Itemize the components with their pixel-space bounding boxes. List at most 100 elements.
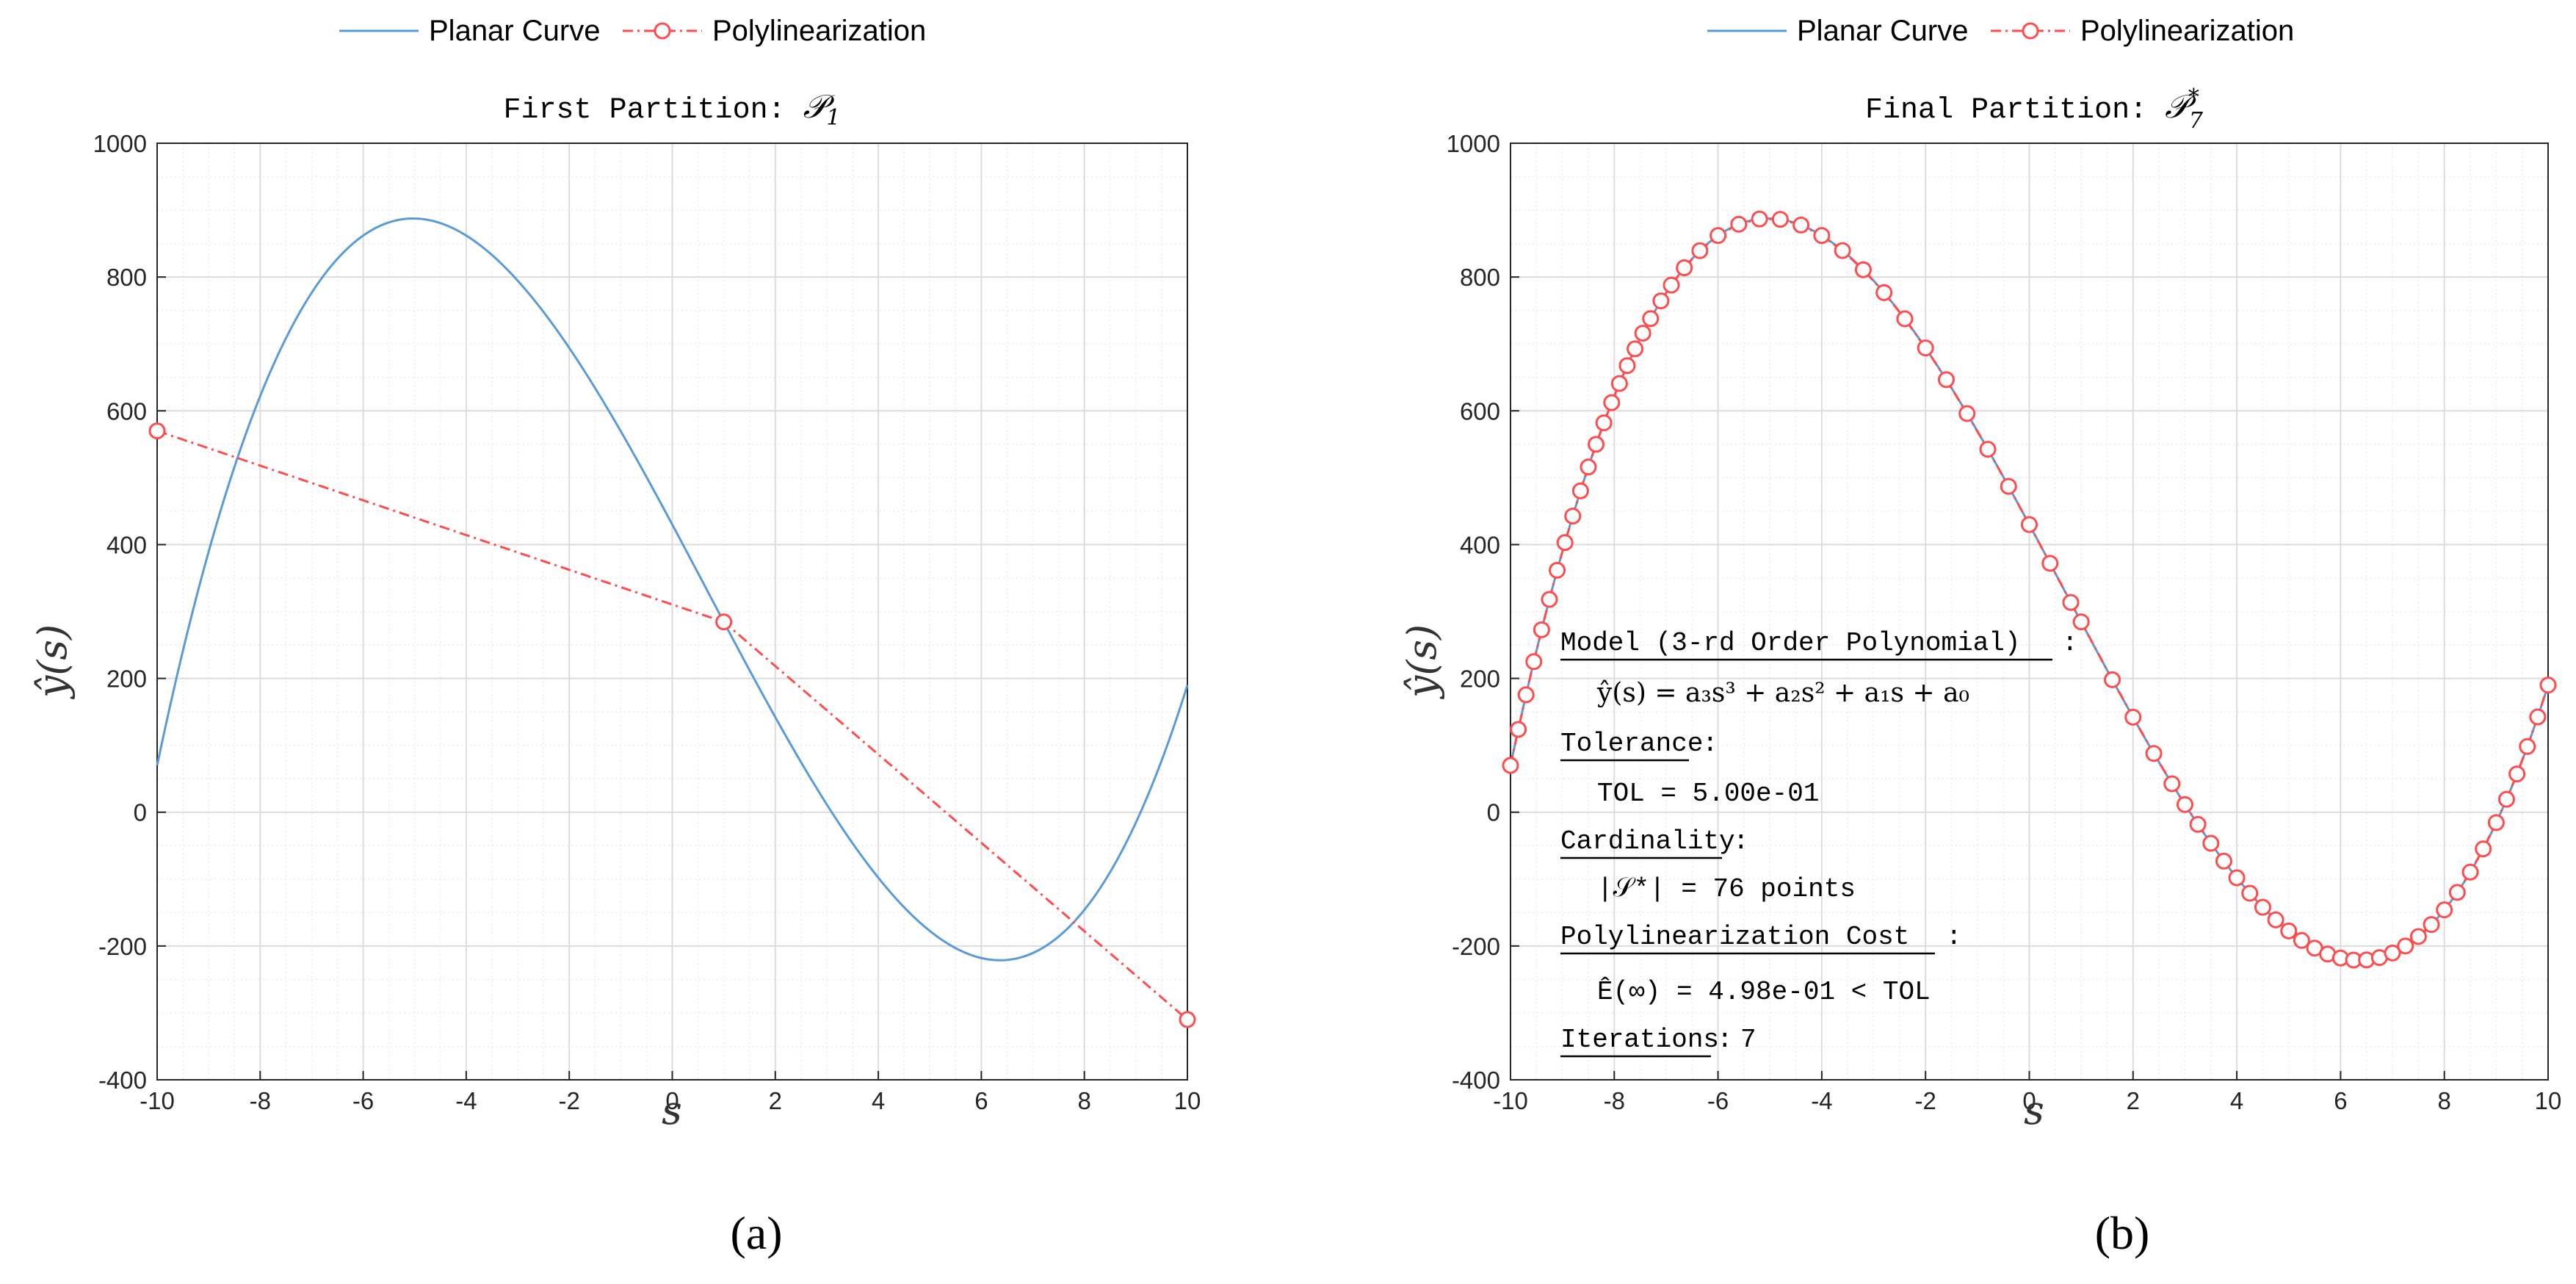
poly-point-b xyxy=(1595,414,1613,432)
poly-point-b xyxy=(1556,534,1574,552)
chart-title-a: First Partition: 𝒫1 xyxy=(504,88,841,131)
poly-point-b xyxy=(2497,790,2515,808)
poly-point-b xyxy=(1771,211,1789,228)
annot-tolerance-label: Tolerance xyxy=(1560,729,1703,759)
poly-point-b xyxy=(1502,757,1519,774)
poly-point-b xyxy=(2124,708,2142,726)
poly-point-b xyxy=(2241,884,2259,902)
legend-label-curve-b: Planar Curve xyxy=(1797,15,1968,47)
poly-point-b xyxy=(1854,261,1872,278)
annot-iterations-colon: : xyxy=(1717,1025,1733,1055)
y-tick-label-b: 0 xyxy=(1487,799,1500,826)
legend-b: Planar Curve Polylinearization xyxy=(1707,15,2294,47)
poly-point-b xyxy=(1533,621,1550,638)
x-tick-label-a: 4 xyxy=(872,1087,885,1114)
panel-b: Planar Curve Polylinearization Final Par… xyxy=(1399,15,2561,1259)
y-tick-label-a: 0 xyxy=(134,799,147,826)
chart-title-prefix-a: First Partition: xyxy=(504,94,803,127)
poly-point-b xyxy=(2280,922,2298,939)
chart-title-sub-a: 1 xyxy=(826,105,840,131)
poly-point-b xyxy=(2448,884,2466,901)
x-tick-label-b: -10 xyxy=(1493,1087,1528,1114)
y-tick-label-a: 600 xyxy=(106,397,147,425)
series-polylinearization-b xyxy=(1509,217,2550,962)
y-axis-label-b: ŷ(s) xyxy=(1399,624,1445,699)
x-tick-label-a: -4 xyxy=(455,1087,477,1114)
x-tick-label-b: -4 xyxy=(1811,1087,1832,1114)
poly-point-b xyxy=(1517,686,1535,704)
poly-point-b xyxy=(1610,375,1628,392)
x-tick-label-a: -2 xyxy=(559,1087,580,1114)
poly-point-b xyxy=(1580,458,1597,476)
poly-point-b xyxy=(2215,852,2232,870)
panel-a: Planar Curve Polylinearization First Par… xyxy=(29,15,1201,1259)
poly-point-b xyxy=(1603,394,1621,411)
caption-b: (b) xyxy=(2095,1207,2150,1259)
x-tick-label-b: 10 xyxy=(2535,1087,2562,1114)
poly-point-b xyxy=(1937,371,1955,389)
y-tick-label-b: -400 xyxy=(1452,1067,1500,1094)
poly-point-b xyxy=(1525,653,1543,671)
poly-point-b xyxy=(2423,916,2440,934)
poly-point-b xyxy=(1571,482,1589,499)
poly-point-b xyxy=(1634,325,1651,342)
poly-point-a xyxy=(1179,1011,1196,1028)
y-axis-label-a: ŷ(s) xyxy=(29,624,76,699)
x-tick-label-a: 10 xyxy=(1174,1087,1201,1114)
y-tick-label-b: -200 xyxy=(1452,933,1500,960)
poly-point-b xyxy=(1652,292,1670,310)
y-tick-label-b: 800 xyxy=(1460,264,1500,291)
poly-point-b xyxy=(2397,937,2414,955)
x-tick-label-a: 8 xyxy=(1078,1087,1091,1114)
poly-point-b xyxy=(1958,405,1976,422)
legend-marker-poly-a xyxy=(654,22,671,40)
poly-point-b xyxy=(2461,863,2479,881)
x-tick-label-b: 6 xyxy=(2334,1087,2347,1114)
legend-label-poly-a: Polylinearization xyxy=(712,15,926,47)
poly-point-b xyxy=(1751,210,1768,228)
poly-point-b xyxy=(2519,737,2536,755)
poly-point-b xyxy=(2508,765,2526,783)
x-tick-label-a: -10 xyxy=(140,1087,175,1114)
annotation-box: Model (3-rd Order Polynomial) : ŷ(s) = a… xyxy=(1560,628,2078,1058)
poly-point-b xyxy=(1896,310,1914,328)
annot-iterations-value: 7 xyxy=(1740,1025,1756,1055)
poly-point-b xyxy=(1549,561,1566,579)
annot-tolerance-colon: : xyxy=(1702,729,1718,759)
x-tick-label-a: -8 xyxy=(250,1087,271,1114)
poly-point-b xyxy=(1813,227,1831,245)
poly-point-b xyxy=(1917,339,1934,357)
annot-model-colon: : xyxy=(2062,628,2078,658)
poly-point-b xyxy=(1691,242,1709,259)
x-tick-label-b: 2 xyxy=(2127,1087,2140,1114)
poly-point-b xyxy=(2384,944,2401,962)
poly-point-b xyxy=(1564,508,1582,525)
x-axis-label-b: s xyxy=(2024,1087,2044,1133)
poly-point-b xyxy=(2254,898,2271,916)
poly-point-b xyxy=(2000,477,2017,495)
x-tick-label-b: -8 xyxy=(1604,1087,1625,1114)
annot-tolerance-value: TOL = 5.00e-01 xyxy=(1597,779,1819,809)
y-tick-label-a: -400 xyxy=(98,1067,147,1094)
annot-model-label: Model (3-rd Order Polynomial) xyxy=(1560,628,2021,658)
poly-point-b xyxy=(2041,555,2059,572)
poly-point-b xyxy=(2539,677,2557,694)
poly-point-b xyxy=(1834,242,1851,259)
caption-a: (a) xyxy=(730,1207,782,1259)
poly-point-b xyxy=(2436,901,2453,919)
annot-iterations-label: Iterations xyxy=(1560,1025,1719,1055)
y-tick-label-b: 1000 xyxy=(1447,130,1500,157)
poly-point-b xyxy=(1510,721,1527,738)
annot-model-equation: ŷ(s) = a₃s³ + a₂s² + a₁s + a₀ xyxy=(1596,678,1969,708)
chart-title-sub-b: 7 xyxy=(2189,108,2204,134)
annot-cardinality-value: |𝒮*| = 76 points xyxy=(1597,874,1856,904)
poly-point-b xyxy=(2021,516,2038,533)
poly-point-b xyxy=(1663,276,1680,294)
x-tick-label-a: 6 xyxy=(974,1087,988,1114)
plot-area-a: -10 -8 -6 -4 -2 0 2 4 6 8 10 -400 -200 0 200 400 600 800 1… xyxy=(93,130,1201,1114)
poly-point-b xyxy=(1627,340,1644,358)
x-tick-label-b: -6 xyxy=(1707,1087,1729,1114)
poly-point-b xyxy=(2145,745,2163,762)
y-tick-label-a: 400 xyxy=(106,531,147,558)
